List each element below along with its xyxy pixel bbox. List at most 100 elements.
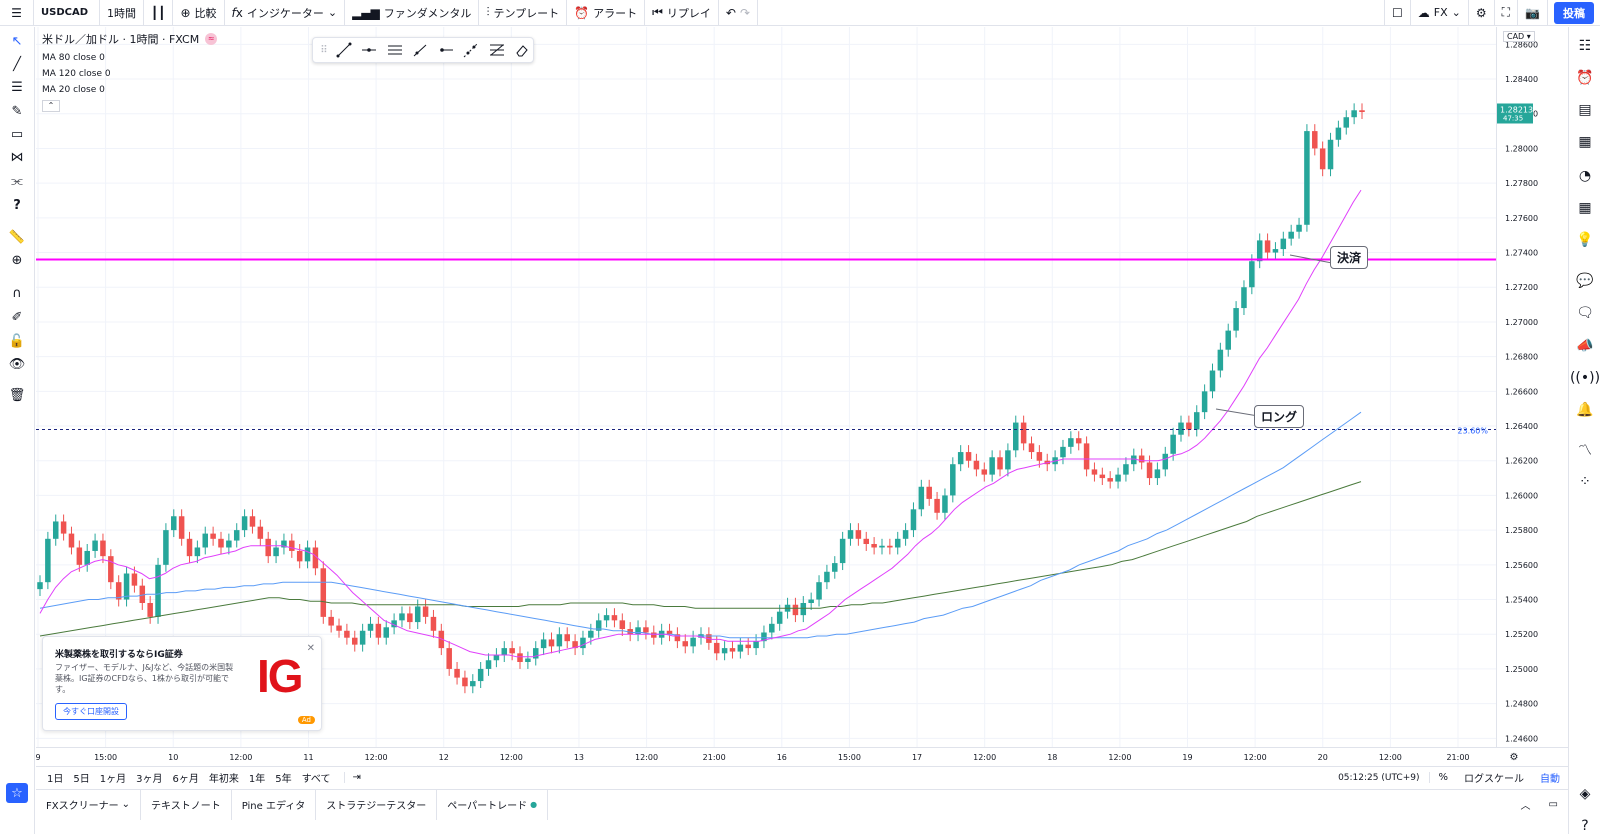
templates-button[interactable]: ⫶ テンプレート [479,0,568,26]
delete-tool[interactable]: 🗑 [6,385,28,405]
trendline-tool[interactable]: ╱ [6,54,28,74]
fullscreen-button[interactable]: ⛶ [1495,0,1519,26]
horizontal-ray-button[interactable] [435,40,457,60]
symbol-search[interactable]: USDCAD [34,0,100,26]
tab-strategy-tester[interactable]: ストラテジーテスター [316,789,438,820]
auto-scale-toggle[interactable]: 自動 [1540,774,1560,785]
help-button[interactable]: ? [1574,815,1596,837]
extended-line-button[interactable] [460,40,482,60]
chart-type-button[interactable]: ┃┃ [144,0,174,26]
range-button[interactable]: 1ヶ月 [99,774,127,785]
maximize-panel-button[interactable]: ▭ [1539,799,1568,810]
tab-pine-editor[interactable]: Pine エディタ [232,789,317,820]
stay-drawing-tool[interactable]: ✐ [6,307,28,327]
range-button[interactable]: 5日 [73,774,90,785]
fib-retracement-button[interactable] [486,40,508,60]
help-tool[interactable]: ? [6,195,28,215]
candle [477,661,484,689]
tab-paper-trading[interactable]: ペーパートレード ● [437,789,549,820]
broadcast-button[interactable]: ((•)) [1570,367,1600,389]
publish-button[interactable]: 投稿 [1554,1,1594,24]
range-button[interactable]: 5年 [275,774,292,785]
candle-body [981,469,988,475]
pattern-tool[interactable]: ⋈ [6,147,28,167]
eraser-button[interactable] [512,40,534,60]
range-button[interactable]: 1日 [47,774,64,785]
ideas-button[interactable]: 💡 [1574,229,1596,251]
streams-button[interactable]: 🗨 [1574,302,1596,324]
price-tick-label: 1.26800 [1505,353,1538,362]
undo-button[interactable]: ↶ ↷ [719,0,759,26]
ma120-legend[interactable]: MA 120 close 0 [42,69,111,79]
hotlists-button[interactable]: ◔ [1574,165,1596,187]
range-button[interactable]: 年初来 [208,774,239,785]
brush-tool[interactable]: ✎ [6,101,28,121]
trading-panel-button[interactable]: 〽 [1574,439,1596,461]
indicators-button[interactable]: fx インジケーター ⌄ [225,0,346,26]
watchlist-button[interactable]: ☷ [1574,35,1596,57]
hide-tool[interactable]: 👁 [6,354,28,374]
drag-handle-icon[interactable]: ⠿ [320,44,328,56]
price-chart[interactable]: 23.60% [36,27,1496,747]
layers-button[interactable]: ◈ [1574,783,1596,805]
bell-button[interactable]: 🔔 [1574,399,1596,421]
price-scale[interactable]: 1.286001.284001.282001.280001.278001.276… [1496,27,1568,747]
layout-name-button[interactable]: ☁ FX ⌄ [1411,0,1469,26]
ad-close-button[interactable]: ✕ [307,643,315,654]
compare-button[interactable]: ⊕ 比較 [173,0,225,26]
settings-button[interactable]: ⚙ [1469,0,1495,26]
lock-tool[interactable]: 🔓 [6,331,28,351]
range-button[interactable]: すべて [301,774,331,785]
log-scale-toggle[interactable]: ログスケール [1464,774,1524,785]
dom-button[interactable]: ⁘ [1574,471,1596,493]
chats-button[interactable]: 💬 [1574,270,1596,292]
range-button[interactable]: 6ヶ月 [172,774,199,785]
cursor-tool[interactable]: ↖ [6,31,28,51]
currency-selector[interactable]: CAD ▾ [1503,31,1535,42]
alerts-panel-button[interactable]: ⏰ [1574,67,1596,89]
time-scale-svg: 9 15:00 10 12:00 11 12:00 12 12:00 13 12:00 21:00 1… [35,752,1518,763]
ray-button[interactable] [409,40,431,60]
candle [509,641,515,661]
ad-cta-button[interactable]: 今すぐ口座開設 [55,703,127,720]
interval-button[interactable]: 1時間 [100,0,144,26]
horizontal-line-button[interactable] [358,40,380,60]
goto-date-button[interactable]: ⇥ [343,772,361,783]
close-position-label[interactable]: 決済 [1330,246,1369,269]
fundamentals-button[interactable]: ▂▄▆ ファンダメンタル [345,0,480,26]
news-button[interactable]: ▤ [1574,99,1596,121]
ruler-tool[interactable]: 📏 [6,227,28,247]
layout-button[interactable]: ☐ [1384,0,1411,26]
clock[interactable]: 05:12:25 (UTC+9) [1338,772,1420,783]
collapse-legend-button[interactable]: ⌃ [42,100,60,112]
tab-fx-screener[interactable]: FXスクリーナー ⌄ [36,789,141,820]
time-tick-label: 20 [1318,753,1328,762]
candle [769,616,775,640]
alerts-button[interactable]: ⏰ アラート [567,0,646,26]
calendar-button[interactable]: ▦ [1574,197,1596,219]
percent-toggle[interactable]: % [1429,772,1456,783]
candle-body [462,677,468,687]
replay-button[interactable]: ⏮ リプレイ [645,0,719,26]
time-scale[interactable]: 9 15:00 10 12:00 11 12:00 12 12:00 13 12:00 21:00 1… [35,747,1568,765]
magnet-tool[interactable]: ∩ [6,283,28,303]
fib-tool[interactable]: ☰ [6,77,28,97]
collapse-panel-button[interactable]: ︿ [1513,797,1539,812]
parallel-channel-button[interactable] [384,40,406,60]
ma20-legend[interactable]: MA 20 close 0 [42,85,105,95]
tab-text-notes[interactable]: テキストノート [141,789,232,820]
range-button[interactable]: 3ヶ月 [136,774,163,785]
prediction-tool[interactable]: ⫘ [6,171,28,191]
zoom-tool[interactable]: ⊕ [6,250,28,270]
candle [265,531,271,564]
range-button[interactable]: 1年 [248,774,266,785]
long-entry-label[interactable]: ロング [1254,405,1305,428]
snapshot-button[interactable]: 📷 [1518,0,1548,26]
ma80-legend[interactable]: MA 80 close 0 [42,53,105,63]
favorites-button[interactable]: ☆ [6,783,28,803]
trend-line-button[interactable] [333,40,355,60]
notifications-button[interactable]: 📣 [1574,335,1596,357]
text-tool[interactable]: ▭ [6,124,28,144]
data-window-button[interactable]: ▦ [1574,131,1596,153]
menu-button[interactable]: ☰ [0,0,34,26]
